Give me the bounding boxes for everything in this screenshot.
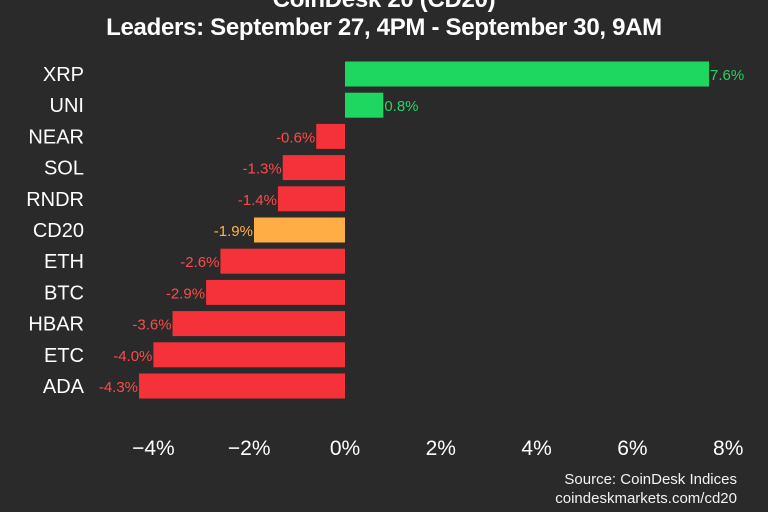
- bar-chart: XRP 7.6% UNI 0.8% NEAR -0.6% SOL -1.3% RNDR -1.4%…: [26, 61, 744, 460]
- category-label: RNDR: [26, 189, 84, 211]
- source-note: Source: CoinDesk Indices: [564, 471, 737, 488]
- category-label: ADA: [43, 376, 85, 398]
- bar: [316, 123, 345, 149]
- data-label: -3.6%: [132, 317, 171, 334]
- data-label: -1.9%: [214, 223, 253, 240]
- category-label: HBAR: [28, 314, 84, 336]
- category-label: NEAR: [28, 126, 84, 148]
- bar: [345, 92, 384, 118]
- data-label: 0.8%: [384, 98, 418, 115]
- category-label: UNI: [50, 95, 84, 117]
- chart-subtitle: Leaders: September 27, 4PM - September 3…: [106, 14, 662, 41]
- x-tick-label: 2%: [426, 437, 456, 460]
- data-label: -4.3%: [99, 379, 138, 396]
- source-url: coindeskmarkets.com/cd20: [555, 490, 737, 507]
- category-label: ETH: [44, 251, 84, 273]
- category-label: CD20: [33, 220, 84, 242]
- x-tick-label: 0%: [330, 437, 360, 460]
- x-tick-label: 6%: [617, 437, 647, 460]
- data-label: -1.3%: [243, 161, 282, 178]
- x-tick-label: 4%: [521, 437, 551, 460]
- category-label: SOL: [44, 158, 84, 180]
- data-label: -2.9%: [166, 285, 205, 302]
- x-tick-label: −4%: [132, 437, 175, 460]
- bar: [220, 248, 345, 274]
- bar: [345, 61, 710, 87]
- data-label: -1.4%: [238, 192, 277, 209]
- chart-title: CoinDesk 20 (CD20): [0, 0, 768, 14]
- bar: [282, 155, 345, 181]
- category-label: XRP: [43, 64, 84, 86]
- x-tick-label: 8%: [713, 437, 743, 460]
- bar: [206, 279, 345, 305]
- category-label: BTC: [44, 282, 84, 304]
- x-tick-label: −2%: [228, 437, 271, 460]
- category-label: ETC: [44, 345, 84, 367]
- bar: [253, 217, 345, 243]
- bar: [277, 186, 345, 212]
- data-label: -2.6%: [180, 254, 219, 271]
- data-label: -4.0%: [113, 348, 152, 365]
- data-label: -0.6%: [276, 129, 315, 146]
- bar: [172, 311, 345, 337]
- bar: [153, 342, 345, 368]
- data-label: 7.6%: [710, 67, 744, 84]
- bar: [139, 373, 345, 399]
